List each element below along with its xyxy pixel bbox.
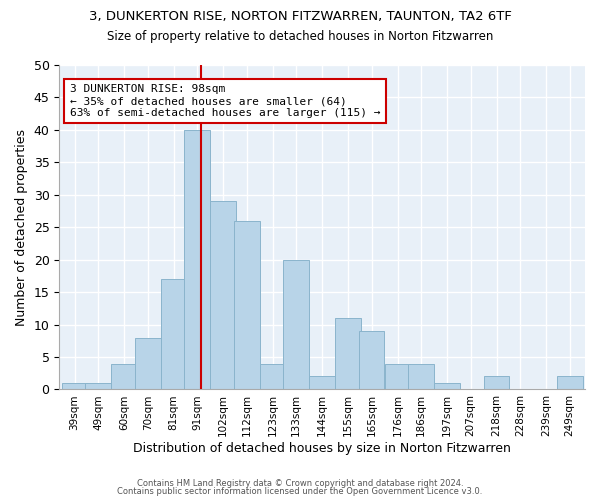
Bar: [557, 376, 583, 390]
Bar: [310, 376, 335, 390]
Bar: [135, 338, 161, 390]
Bar: [85, 383, 111, 390]
Text: Size of property relative to detached houses in Norton Fitzwarren: Size of property relative to detached ho…: [107, 30, 493, 43]
Bar: [210, 202, 236, 390]
Bar: [260, 364, 286, 390]
Bar: [484, 376, 509, 390]
Bar: [385, 364, 410, 390]
Bar: [283, 260, 309, 390]
Bar: [62, 383, 88, 390]
Bar: [184, 130, 210, 390]
Bar: [335, 318, 361, 390]
Bar: [409, 364, 434, 390]
Text: 3 DUNKERTON RISE: 98sqm
← 35% of detached houses are smaller (64)
63% of semi-de: 3 DUNKERTON RISE: 98sqm ← 35% of detache…: [70, 84, 380, 117]
Bar: [111, 364, 137, 390]
Bar: [234, 220, 260, 390]
X-axis label: Distribution of detached houses by size in Norton Fitzwarren: Distribution of detached houses by size …: [133, 442, 511, 455]
Bar: [161, 279, 187, 390]
Bar: [359, 331, 385, 390]
Text: Contains public sector information licensed under the Open Government Licence v3: Contains public sector information licen…: [118, 487, 482, 496]
Text: Contains HM Land Registry data © Crown copyright and database right 2024.: Contains HM Land Registry data © Crown c…: [137, 478, 463, 488]
Text: 3, DUNKERTON RISE, NORTON FITZWARREN, TAUNTON, TA2 6TF: 3, DUNKERTON RISE, NORTON FITZWARREN, TA…: [89, 10, 511, 23]
Bar: [434, 383, 460, 390]
Y-axis label: Number of detached properties: Number of detached properties: [15, 128, 28, 326]
